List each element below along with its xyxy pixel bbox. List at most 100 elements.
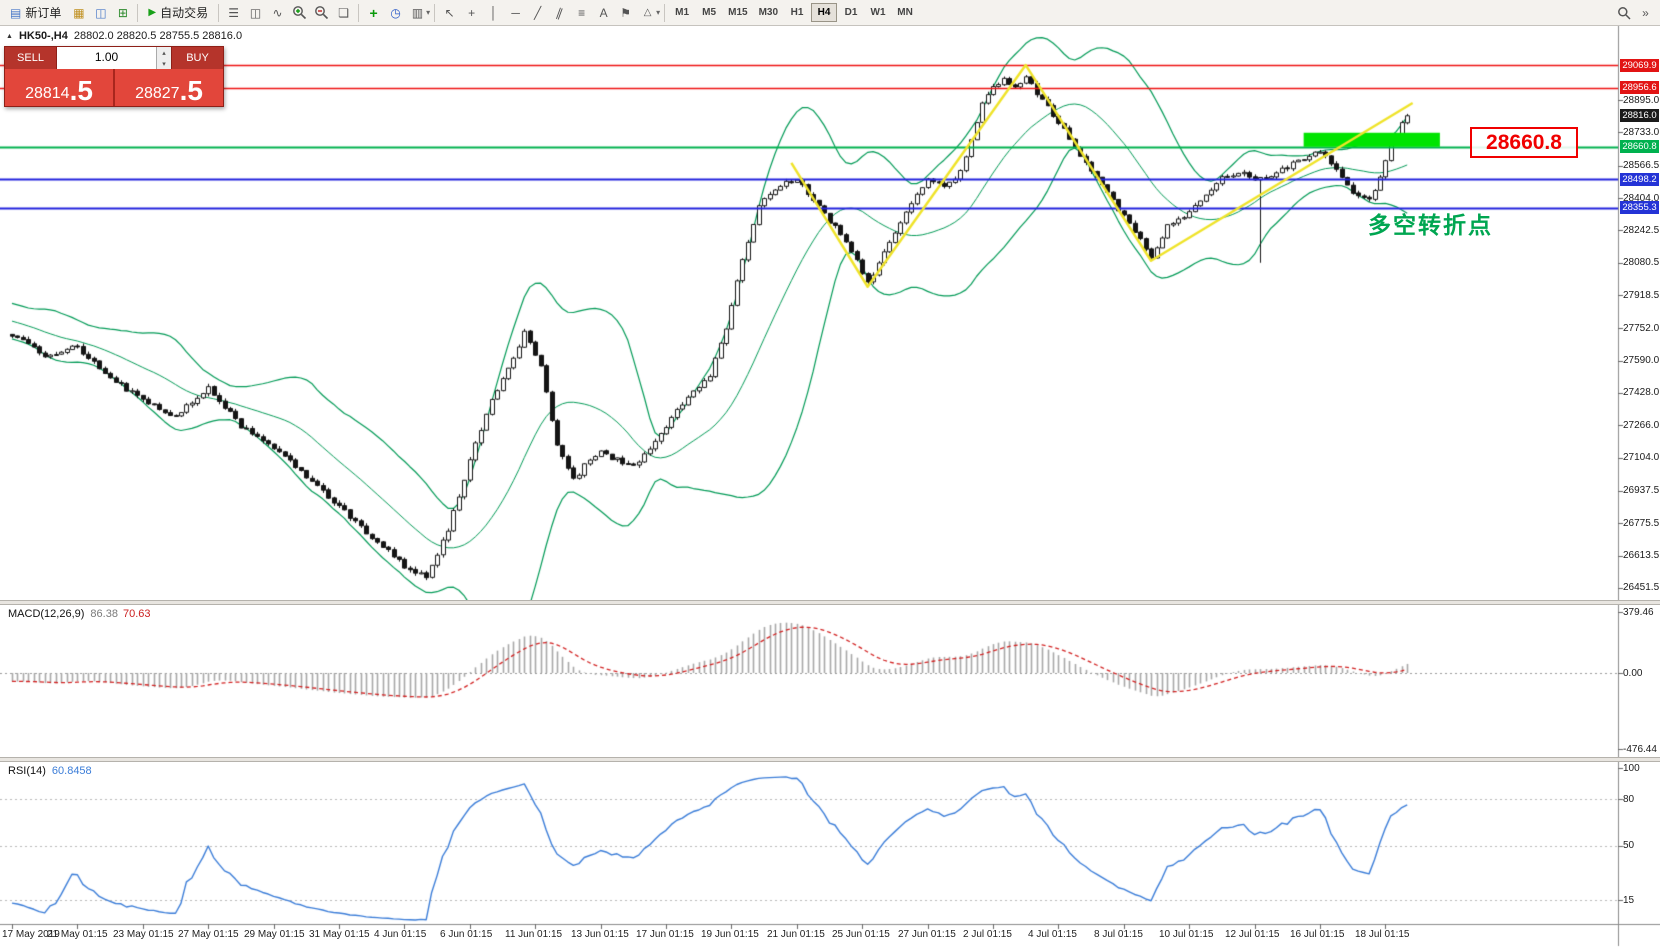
new-order-label: 新订单 <box>25 6 62 20</box>
crosshair-icon[interactable]: + <box>468 5 476 20</box>
buy-price-pips: .5 <box>179 74 203 106</box>
volume-value: 1.00 <box>94 50 119 64</box>
new-chart-icon[interactable]: ⊞ <box>117 5 128 20</box>
text-tool-icon[interactable]: A <box>599 5 608 20</box>
toolbar: ▤ 新订单 ▦ ◫ ⊞ ▶ 自动交易 ☰ ◫ ∿ ❏ + ◷ ▥ ▾ ↖ + │… <box>0 0 1660 26</box>
trendline-icon[interactable]: ╱ <box>533 5 542 20</box>
toolbar-separator <box>434 3 436 22</box>
price-tick-label: 28566.5 <box>1623 160 1660 172</box>
timeframe-w1[interactable]: W1 <box>870 7 886 18</box>
price-tick-label: 28404.0 <box>1623 192 1660 204</box>
price-tick-label: 27104.0 <box>1623 452 1660 464</box>
macd-scale-label: -476.44 <box>1623 743 1657 755</box>
date-label: 17 May 2019 <box>2 929 60 940</box>
date-label: 8 Jul 01:15 <box>1094 929 1143 940</box>
rsi-scale-label: 15 <box>1623 894 1635 906</box>
macd-scale-label: 0.00 <box>1623 667 1643 679</box>
collapse-icon[interactable]: ▲ <box>6 32 13 40</box>
panel-divider[interactable] <box>0 600 1660 605</box>
profiles-icon[interactable]: ▦ <box>73 5 85 20</box>
periods-icon[interactable]: ◷ <box>390 5 401 20</box>
date-label: 31 May 01:15 <box>309 929 370 940</box>
auto-trading-label: 自动交易 <box>160 6 209 20</box>
price-callout[interactable]: 28660.8 <box>1470 127 1578 158</box>
shapes-dropdown-icon[interactable]: ▾ <box>656 8 661 17</box>
date-label: 18 Jul 01:15 <box>1355 929 1410 940</box>
date-label: 21 Jun 01:15 <box>767 929 825 940</box>
indicators-icon[interactable]: + <box>369 4 378 21</box>
auto-trading-button[interactable]: ▶ 自动交易 <box>142 2 214 23</box>
date-label: 4 Jul 01:15 <box>1028 929 1077 940</box>
sell-price[interactable]: 28814 .5 <box>5 69 113 106</box>
templates-icon[interactable]: ▥ <box>411 5 424 20</box>
rsi-scale-label: 80 <box>1623 793 1635 805</box>
toolbar-separator <box>218 3 220 22</box>
timeframe-m15[interactable]: M15 <box>728 7 748 18</box>
current-price-tag: 28816.0 <box>1620 109 1659 123</box>
date-label: 17 Jun 01:15 <box>636 929 694 940</box>
rsi-value: 60.8458 <box>51 765 92 777</box>
horizontal-line-icon[interactable]: ─ <box>511 5 520 20</box>
date-label: 4 Jun 01:15 <box>374 929 427 940</box>
macd-name: MACD(12,26,9) <box>8 608 85 620</box>
timeframe-d1[interactable]: D1 <box>844 7 858 18</box>
price-tick-label: 28080.5 <box>1623 257 1660 269</box>
fibonacci-icon[interactable]: ≡ <box>578 5 586 20</box>
date-label: 25 Jun 01:15 <box>832 929 890 940</box>
new-order-button[interactable]: ▤ 新订单 <box>4 2 67 23</box>
rsi-scale-label: 50 <box>1623 840 1635 852</box>
channel-icon[interactable]: ∥ <box>554 4 565 21</box>
zoom-in-icon[interactable] <box>289 3 310 23</box>
panel-divider[interactable] <box>0 757 1660 762</box>
sell-price-main: 28814 <box>25 85 70 102</box>
macd-main-value: 86.38 <box>90 608 118 620</box>
timeframe-h4[interactable]: H4 <box>811 3 838 22</box>
overflow-icon[interactable]: » <box>1642 5 1649 20</box>
date-label: 11 Jun 01:15 <box>505 929 563 940</box>
line-chart-icon[interactable]: ∿ <box>272 5 283 20</box>
cursor-icon[interactable]: ↖ <box>444 5 455 20</box>
timeframe-m5[interactable]: M5 <box>702 7 717 18</box>
date-label: 27 Jun 01:15 <box>898 929 956 940</box>
buy-price-main: 28827 <box>135 85 180 102</box>
timeframe-group: M1 M5 M15 M30 H1 H4 D1 W1 MN <box>669 3 918 22</box>
toolbar-separator <box>358 3 360 22</box>
trade-panel-divider <box>113 69 115 106</box>
buy-button[interactable]: BUY <box>171 47 223 69</box>
market-watch-icon[interactable]: ◫ <box>95 5 107 20</box>
buy-price[interactable]: 28827 .5 <box>115 69 223 106</box>
volume-field[interactable]: 1.00 ▴ ▾ <box>57 47 171 69</box>
new-order-icon: ▤ <box>10 5 22 20</box>
sell-button[interactable]: SELL <box>5 47 57 69</box>
volume-spinner: ▴ ▾ <box>156 47 171 69</box>
price-tick-label: 27752.0 <box>1623 322 1660 334</box>
sell-price-pips: .5 <box>69 74 93 106</box>
date-label: 6 Jun 01:15 <box>440 929 493 940</box>
zoom-out-icon[interactable] <box>311 3 332 23</box>
rsi-name: RSI(14) <box>8 765 46 777</box>
timeframe-mn[interactable]: MN <box>897 7 913 18</box>
bar-chart-icon[interactable]: ☰ <box>228 5 239 20</box>
price-tick-label: 28242.5 <box>1623 224 1660 236</box>
price-line-tag-green: 28660.8 <box>1620 140 1659 154</box>
timeframe-m1[interactable]: M1 <box>675 7 690 18</box>
price-tick-label: 27266.0 <box>1623 419 1660 431</box>
timeframe-h1[interactable]: H1 <box>790 7 804 18</box>
volume-down-icon[interactable]: ▾ <box>157 58 171 69</box>
price-tick-label: 28895.0 <box>1623 94 1660 106</box>
templates-dropdown-icon[interactable]: ▾ <box>426 8 431 17</box>
volume-up-icon[interactable]: ▴ <box>157 47 171 58</box>
arrow-label-icon[interactable]: ⚑ <box>620 5 631 20</box>
candlestick-chart-icon[interactable]: ◫ <box>249 5 262 20</box>
price-tick-label: 27428.0 <box>1623 387 1660 399</box>
ohlc-values: 28802.0 28820.5 28755.5 28816.0 <box>73 30 243 42</box>
date-label: 13 Jun 01:15 <box>571 929 629 940</box>
tile-windows-icon[interactable]: ❏ <box>338 5 349 20</box>
shapes-icon[interactable]: △ <box>643 7 652 18</box>
timeframe-m30[interactable]: M30 <box>758 7 779 18</box>
search-icon[interactable] <box>1613 3 1634 23</box>
macd-signal-value: 70.63 <box>122 608 151 620</box>
vertical-line-icon[interactable]: │ <box>489 5 498 20</box>
